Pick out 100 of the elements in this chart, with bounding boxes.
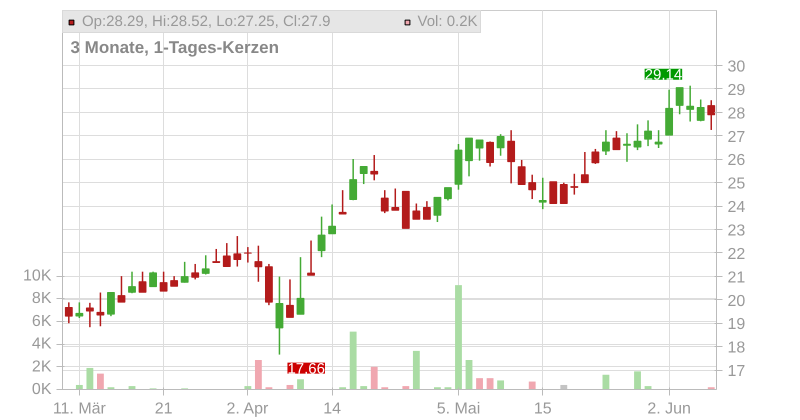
- candlestick: [254, 244, 262, 282]
- y-tick-label: 0K: [32, 381, 52, 398]
- candlestick: [391, 188, 400, 212]
- candlestick: [476, 139, 484, 162]
- candlestick: [538, 176, 547, 210]
- bar: [528, 382, 536, 390]
- candlestick: [433, 196, 442, 223]
- bar: [466, 360, 472, 390]
- candlestick: [191, 263, 200, 280]
- bar: [634, 371, 641, 390]
- candlestick: [507, 129, 516, 184]
- candlestick: [370, 154, 378, 182]
- bar: [370, 366, 378, 390]
- y-tick-label: 10K: [23, 268, 52, 285]
- candlestick: [107, 292, 115, 317]
- candlestick: [518, 159, 526, 186]
- y2-tick-label: 25: [728, 176, 746, 193]
- candlestick: [634, 124, 642, 151]
- candlestick: [412, 202, 420, 220]
- x-tick-label: 11. Mär: [52, 400, 107, 418]
- candlestick: [307, 240, 315, 276]
- candlestick: [128, 270, 136, 294]
- annotation: 17,66: [287, 360, 325, 378]
- candlestick: [286, 278, 294, 318]
- candlestick: [591, 148, 600, 165]
- legend-label: Vol: 0.2K: [418, 13, 478, 30]
- candlestick: [486, 140, 494, 168]
- x-tick-label: 5. Mai: [436, 400, 480, 418]
- bar: [455, 285, 462, 390]
- y2-tick-label: 30: [728, 58, 746, 76]
- y-tick-label: 2K: [32, 358, 52, 376]
- y2-tick-label: 17: [728, 363, 746, 380]
- candlestick: [549, 181, 558, 204]
- candlestick: [86, 302, 94, 328]
- candlestick: [149, 270, 157, 288]
- candlestick: [570, 173, 578, 196]
- candlestick: [212, 248, 220, 264]
- x-tick-label: 14: [323, 400, 342, 418]
- candlestick: [528, 174, 536, 200]
- legend-label: Op:28.29, Hi:28.52, Lo:27.25, Cl:27.9: [82, 13, 331, 30]
- bar: [602, 374, 610, 390]
- y2-tick-label: 21: [728, 269, 746, 286]
- candlestick: [676, 86, 684, 116]
- y-tick-label: 4K: [32, 336, 52, 353]
- bar: [486, 378, 494, 390]
- y2-tick-label: 29: [728, 82, 746, 99]
- y-tick-label: 6K: [32, 312, 52, 330]
- candlestick: [696, 98, 705, 122]
- candlestick: [296, 256, 304, 316]
- x-tick-label: 21: [154, 400, 173, 418]
- candlestick: [118, 275, 126, 304]
- y2-tick-label: 28: [728, 105, 746, 122]
- text: 3 Monate, 1-Tages-Kerzen: [70, 38, 279, 57]
- candlestick: [422, 200, 431, 220]
- bar: [476, 378, 483, 390]
- candlestick: [138, 270, 146, 294]
- x-tick-label: 15: [534, 400, 552, 418]
- candlestick: [465, 137, 473, 178]
- candlestick: [444, 186, 452, 202]
- y2-tick-label: 26: [728, 152, 746, 170]
- candlestick: [160, 270, 168, 292]
- candlestick: [380, 189, 389, 214]
- candlestick: [644, 120, 652, 147]
- bar: [128, 386, 136, 390]
- candlestick: [496, 133, 505, 156]
- y2-tick-label: 24: [728, 199, 746, 216]
- candlestick: [202, 254, 210, 276]
- candlestick: [686, 84, 694, 122]
- y2-tick-label: 27: [728, 128, 746, 146]
- y2-tick-label: 19: [728, 316, 746, 334]
- candlestick: [318, 216, 326, 258]
- bar: [412, 350, 420, 390]
- candlestick: [233, 235, 242, 268]
- candlestick: [580, 151, 589, 184]
- candlestick: [222, 242, 231, 268]
- annotation: 29,14: [644, 66, 682, 84]
- bar: [350, 332, 357, 390]
- candlestick: [349, 158, 358, 201]
- bar: [254, 360, 262, 390]
- candlestick: [338, 189, 347, 215]
- y2-tick-label: 22: [728, 246, 746, 263]
- candlestick: [707, 99, 716, 131]
- x-tick-label: 2. Jun: [647, 400, 691, 418]
- y2-tick-label: 18: [728, 340, 746, 357]
- y2-tick-label: 20: [728, 292, 746, 310]
- bar: [497, 380, 504, 390]
- bar: [297, 379, 304, 390]
- candlestick: [170, 275, 178, 287]
- bar: [96, 374, 104, 390]
- bar: [644, 386, 652, 390]
- y-tick-label: 8K: [32, 290, 52, 308]
- candlestick: [96, 292, 104, 328]
- candlestick: [64, 302, 73, 324]
- x-tick-label: 2. Apr: [226, 400, 269, 418]
- candlestick: [75, 302, 84, 319]
- candlestick: [602, 129, 610, 156]
- candlestick: [612, 130, 620, 151]
- candlestick: [560, 182, 568, 204]
- bar: [86, 368, 94, 390]
- candlestick: [180, 261, 189, 284]
